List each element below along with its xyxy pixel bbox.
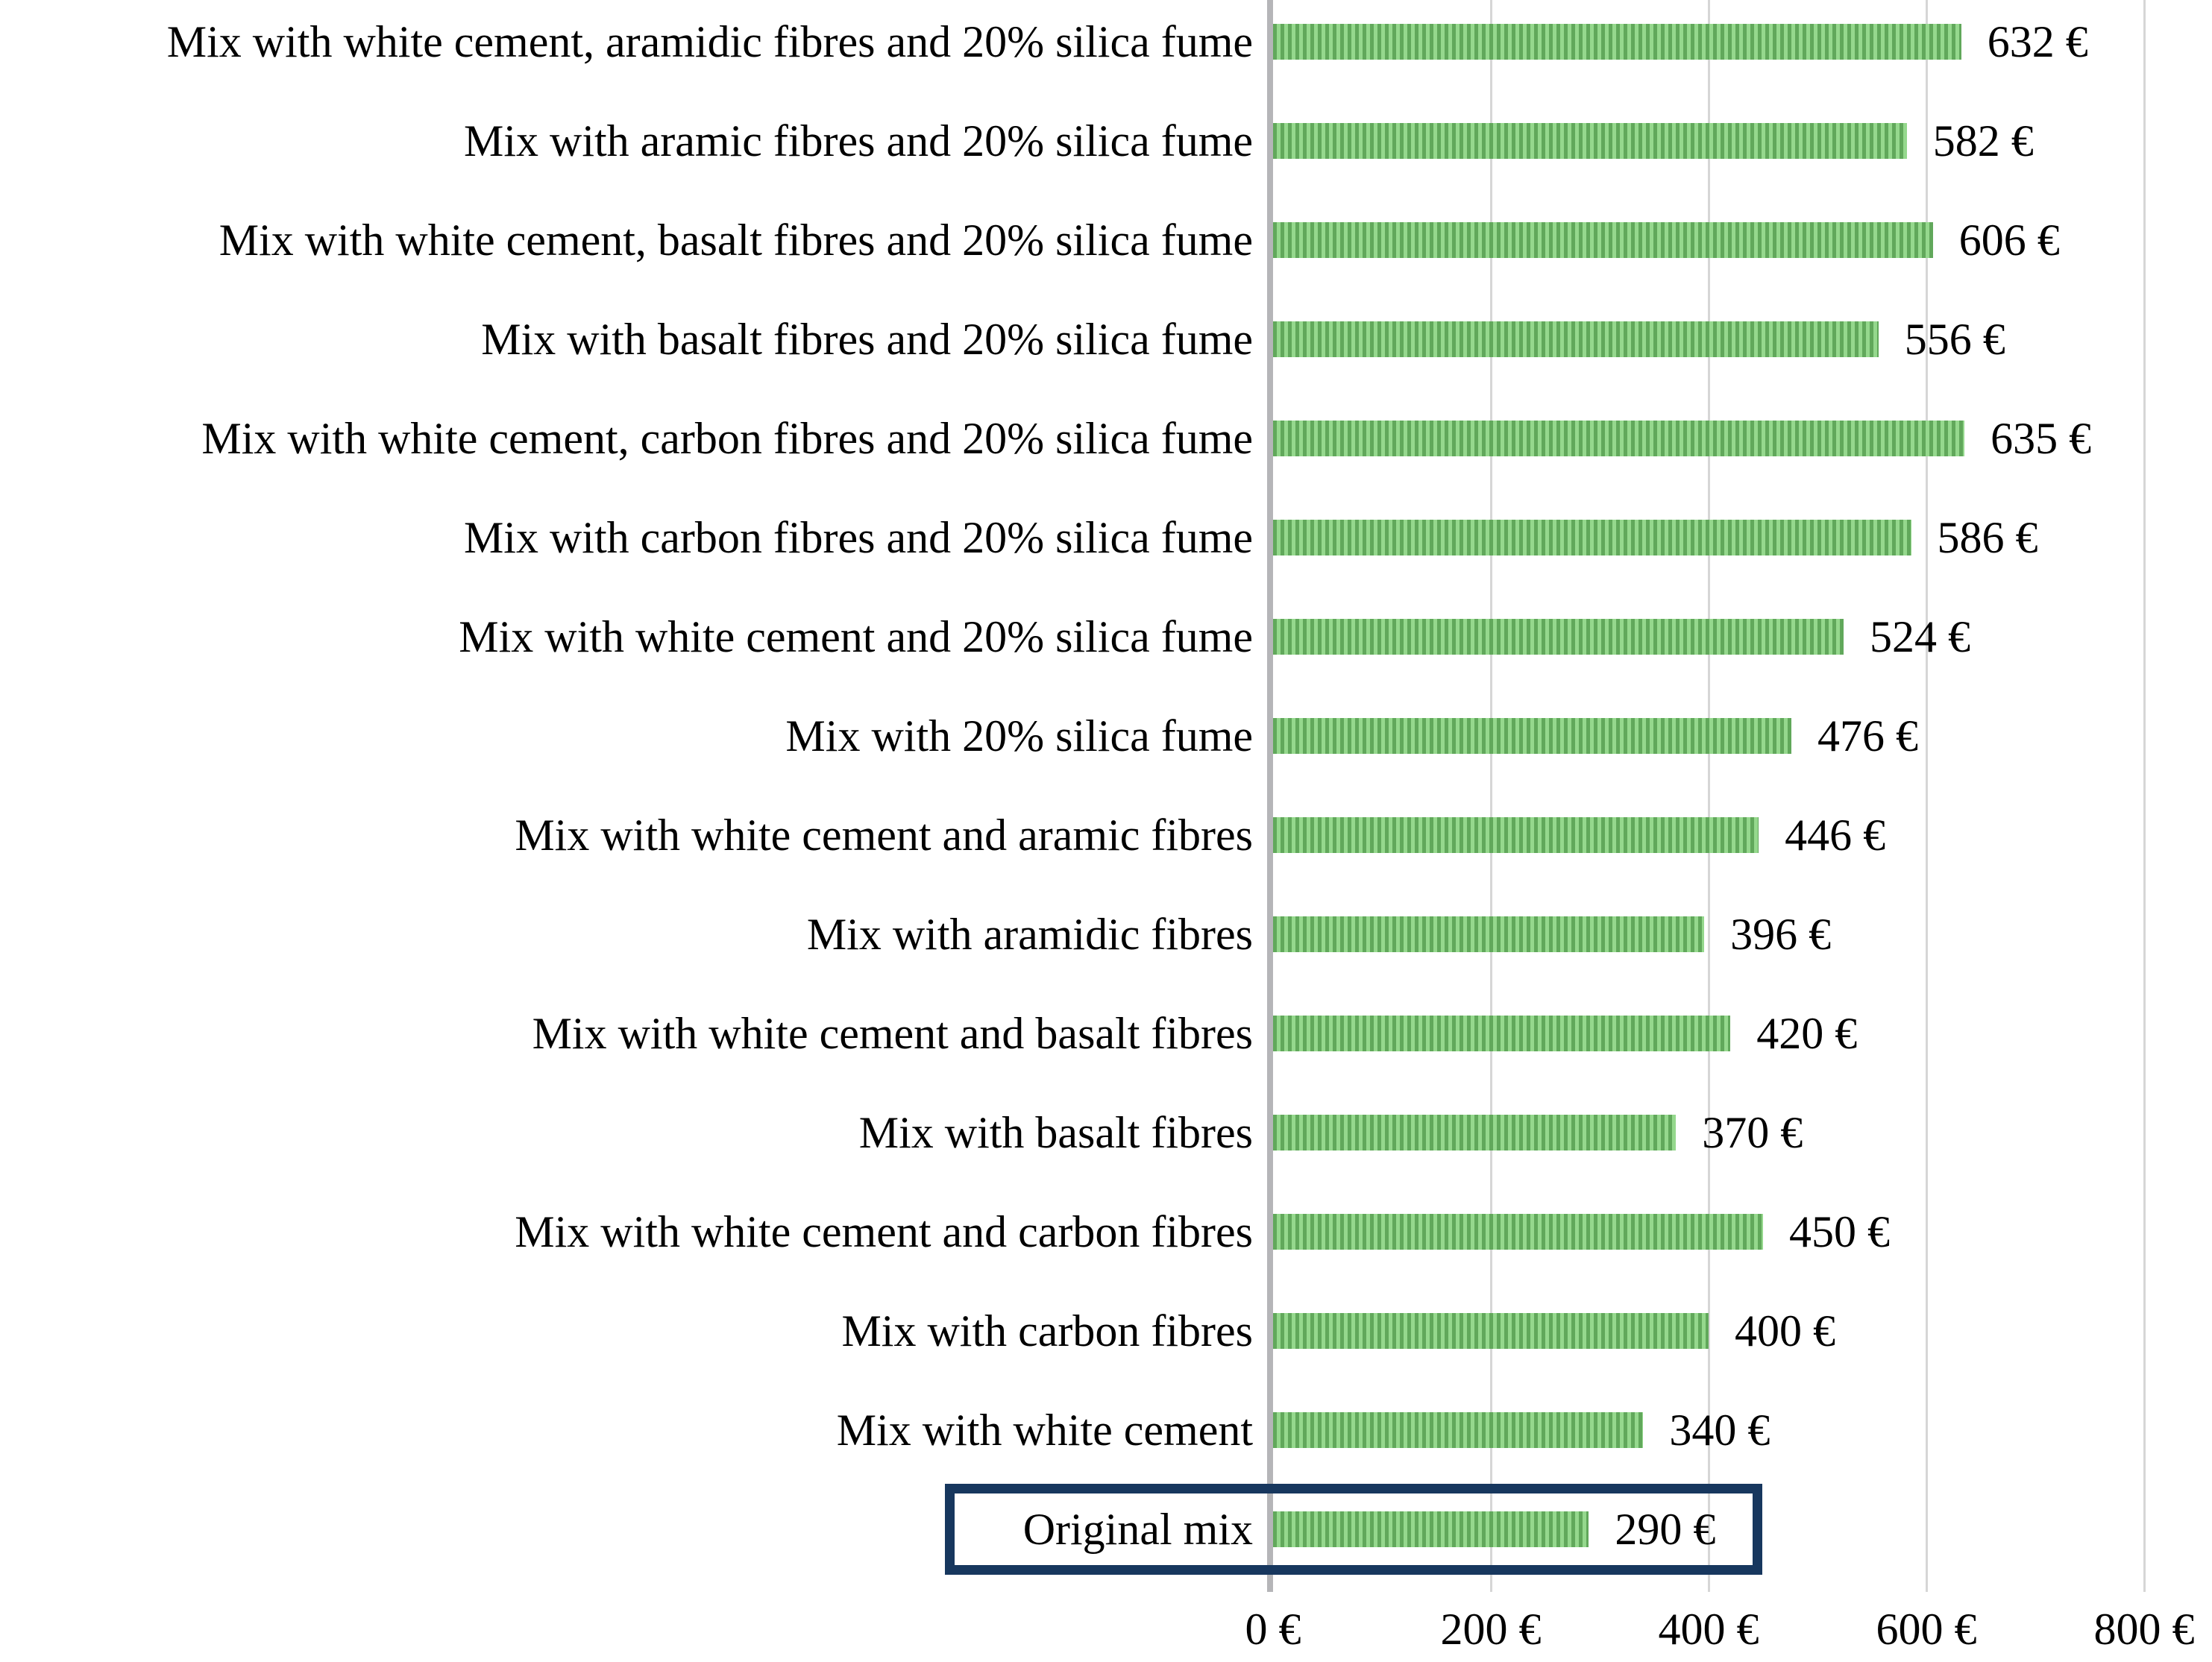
value-label: 420 € [1756, 1008, 1858, 1058]
category-label: Mix with white cement and carbon fibres [515, 1206, 1253, 1256]
category-label: Mix with white cement, basalt fibres and… [219, 215, 1253, 265]
gridline-200 [1489, 0, 1492, 1592]
category-label: Mix with aramidic fibres [806, 909, 1253, 959]
bar [1273, 420, 1965, 456]
value-label: 400 € [1735, 1306, 1835, 1356]
value-label: 582 € [1932, 116, 2034, 166]
bar [1273, 1511, 1589, 1547]
bar [1273, 717, 1791, 754]
bar [1273, 122, 1907, 159]
category-label: Mix with carbon fibres and 20% silica fu… [463, 512, 1253, 562]
x-tick-label: 600 € [1876, 1605, 1977, 1654]
value-label: 476 € [1817, 711, 1918, 761]
bar [1273, 519, 1911, 555]
value-label: 340 € [1669, 1405, 1770, 1455]
category-label: Mix with carbon fibres [841, 1306, 1253, 1356]
category-label: Mix with basalt fibres [858, 1107, 1253, 1157]
category-label: Mix with white cement, aramidic fibres a… [166, 16, 1253, 66]
bar [1273, 618, 1844, 655]
value-label: 446 € [1785, 810, 1886, 860]
bar [1273, 1114, 1677, 1151]
category-label: Mix with basalt fibres and 20% silica fu… [481, 314, 1253, 364]
category-label: Mix with white cement and 20% silica fum… [459, 611, 1253, 661]
category-label: Mix with white cement and basalt fibres [532, 1008, 1253, 1058]
gridline-400 [1707, 0, 1710, 1592]
value-label: 396 € [1730, 909, 1832, 959]
x-tick-label: 200 € [1440, 1605, 1542, 1654]
category-label: Mix with 20% silica fume [785, 711, 1253, 761]
value-label: 635 € [1991, 413, 2092, 463]
highlight-box-original-mix [945, 1483, 1762, 1575]
x-tick-label: 800 € [2093, 1605, 2195, 1654]
bar [1273, 816, 1759, 853]
gridline-800 [2143, 0, 2146, 1592]
bar [1273, 1411, 1644, 1448]
category-label: Original mix [1022, 1504, 1253, 1554]
value-label: 606 € [1958, 215, 2060, 265]
gridline-600 [1925, 0, 1928, 1592]
category-axis-line [1267, 0, 1273, 1592]
bar [1273, 23, 1961, 60]
value-label: 586 € [1937, 512, 2038, 562]
value-label: 632 € [1987, 16, 2088, 66]
x-tick-label: 400 € [1658, 1605, 1759, 1654]
value-label: 370 € [1702, 1107, 1803, 1157]
category-label: Mix with aramic fibres and 20% silica fu… [463, 116, 1253, 166]
category-label: Mix with white cement and aramic fibres [515, 810, 1253, 860]
bar [1273, 1015, 1731, 1051]
category-label: Mix with white cement [836, 1405, 1253, 1455]
value-label: 290 € [1615, 1504, 1716, 1554]
value-label: 450 € [1789, 1206, 1890, 1256]
x-tick-label: 0 € [1245, 1605, 1301, 1654]
category-label: Mix with white cement, carbon fibres and… [201, 413, 1253, 463]
bar [1273, 1312, 1709, 1349]
bar [1273, 221, 1933, 258]
value-label: 524 € [1870, 611, 1971, 661]
bar [1273, 916, 1705, 952]
bar [1273, 321, 1879, 357]
value-label: 556 € [1904, 314, 2005, 364]
bar [1273, 1213, 1763, 1250]
